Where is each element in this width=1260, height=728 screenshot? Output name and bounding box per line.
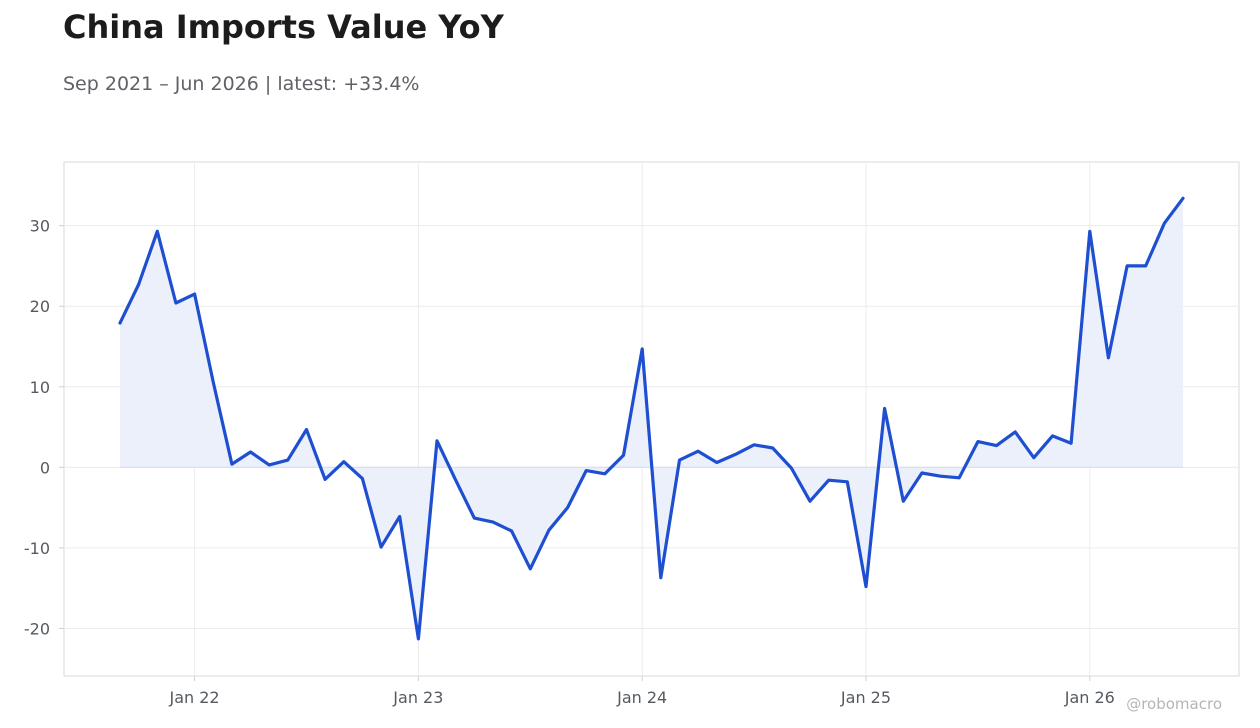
data-point	[547, 529, 551, 532]
data-point	[1144, 264, 1147, 268]
data-point	[752, 443, 756, 446]
y-tick-label: 30	[30, 217, 50, 236]
data-point	[827, 479, 830, 482]
data-points	[118, 197, 1185, 641]
data-point	[230, 462, 234, 466]
data-point	[473, 516, 476, 520]
data-point	[1107, 356, 1110, 359]
data-point	[379, 545, 383, 549]
y-tick-label: 10	[30, 378, 50, 397]
chart-title: China Imports Value YoY	[63, 8, 504, 46]
data-point	[249, 450, 252, 454]
data-point	[510, 529, 513, 533]
data-point	[305, 428, 308, 431]
data-point	[995, 444, 998, 447]
data-point	[435, 439, 439, 442]
y-tick-label: -10	[24, 539, 50, 558]
data-point	[883, 407, 886, 410]
data-point	[1014, 430, 1017, 434]
data-point	[342, 460, 345, 463]
data-point	[1069, 442, 1073, 445]
grid	[64, 162, 1239, 676]
data-point	[1032, 456, 1036, 459]
data-point	[417, 637, 420, 641]
data-point	[790, 466, 793, 470]
data-point	[1181, 197, 1185, 200]
data-point	[715, 461, 718, 464]
x-tick-label: Jan 26	[1064, 688, 1115, 707]
data-point	[808, 500, 812, 503]
y-tick-label: 0	[40, 458, 50, 477]
data-point	[939, 475, 942, 478]
data-point	[137, 283, 140, 286]
data-point	[118, 321, 122, 325]
data-point	[268, 463, 271, 467]
chart-subtitle: Sep 2021 – Jun 2026 | latest: +33.4%	[63, 73, 420, 95]
x-axis: Jan 22 Jan 23 Jan 24 Jan 25 Jan 26	[169, 676, 1115, 707]
watermark: @robomacro	[1126, 695, 1222, 713]
data-point	[323, 478, 327, 481]
data-point	[958, 476, 961, 479]
data-point	[846, 480, 849, 483]
data-point	[659, 576, 662, 579]
data-point	[622, 454, 625, 457]
data-point	[193, 292, 196, 296]
data-point	[976, 440, 980, 443]
y-tick-label: -20	[24, 619, 50, 638]
x-tick-label: Jan 23	[392, 688, 443, 707]
data-point	[1163, 222, 1166, 225]
data-point	[1088, 230, 1092, 233]
data-point	[1051, 434, 1054, 438]
data-point	[361, 477, 364, 480]
data-point	[398, 515, 401, 518]
x-tick-label: Jan 25	[840, 688, 891, 707]
data-point	[902, 500, 905, 503]
data-point	[585, 469, 588, 472]
data-point	[286, 458, 289, 462]
data-point	[529, 567, 532, 570]
data-point	[491, 520, 495, 524]
series-area	[120, 198, 1183, 639]
y-axis: 30 20 10 0 -10 -20	[24, 217, 64, 638]
data-point	[678, 458, 681, 462]
x-tick-label: Jan 22	[169, 688, 220, 707]
data-point	[864, 585, 868, 588]
data-point	[920, 471, 924, 475]
series-line	[118, 196, 1185, 641]
data-point	[696, 450, 700, 453]
data-point	[156, 230, 159, 233]
plot-frame	[63, 161, 1240, 677]
data-point	[771, 446, 774, 450]
data-point	[212, 380, 215, 384]
data-point	[1125, 264, 1129, 268]
x-tick-label: Jan 24	[616, 688, 667, 707]
data-point	[174, 301, 178, 305]
data-point	[454, 479, 457, 482]
data-point	[641, 347, 644, 351]
y-tick-label: 20	[30, 297, 50, 316]
data-point	[734, 453, 737, 456]
data-point	[566, 506, 569, 509]
data-point	[603, 472, 607, 475]
